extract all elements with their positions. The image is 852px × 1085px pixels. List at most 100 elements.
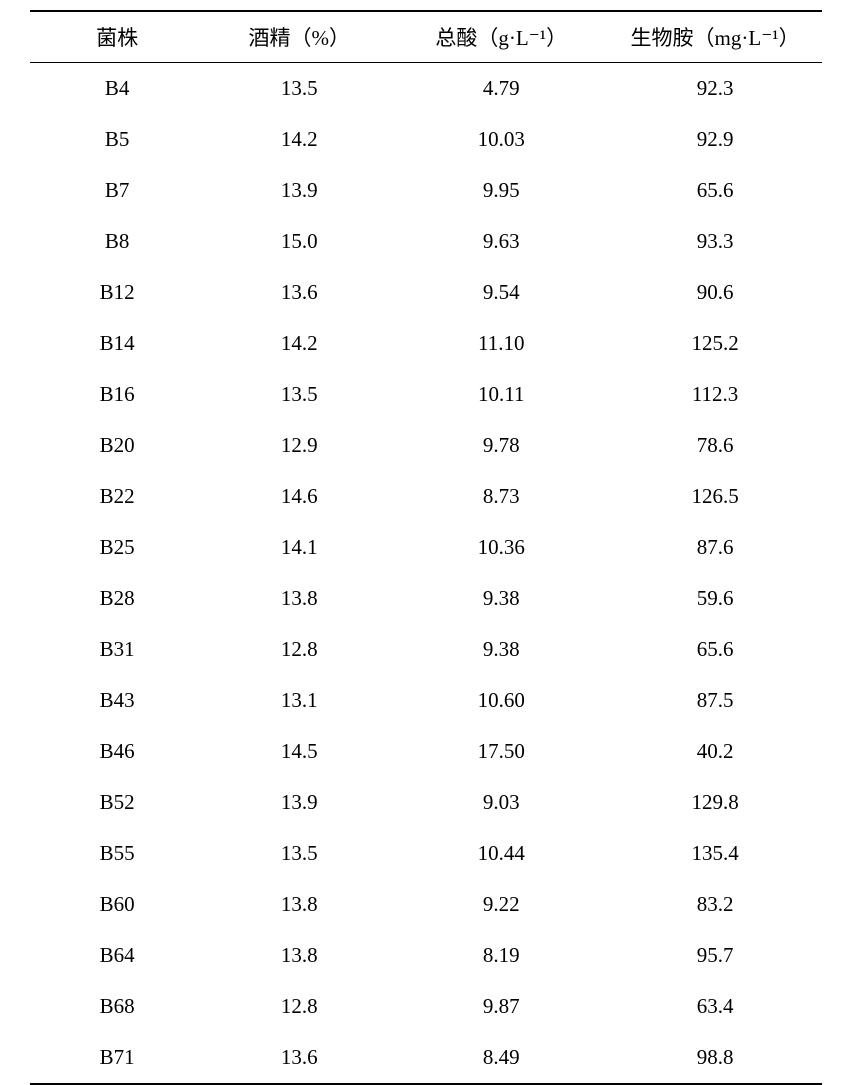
table-cell: 9.78: [394, 420, 608, 471]
table-cell: 98.8: [608, 1032, 822, 1084]
table-cell: B28: [30, 573, 204, 624]
data-table: 菌株 酒精（%） 总酸（g·L⁻¹） 生物胺（mg·L⁻¹） B413.54.7…: [30, 10, 822, 1085]
table-row: B1613.510.11112.3: [30, 369, 822, 420]
table-cell: 13.1: [204, 675, 394, 726]
table-cell: 14.2: [204, 318, 394, 369]
table-cell: B46: [30, 726, 204, 777]
table-row: B1414.211.10125.2: [30, 318, 822, 369]
table-cell: B71: [30, 1032, 204, 1084]
table-row: B713.99.9565.6: [30, 165, 822, 216]
table-cell: B55: [30, 828, 204, 879]
table-cell: 92.9: [608, 114, 822, 165]
table-row: B2813.89.3859.6: [30, 573, 822, 624]
table-cell: 13.8: [204, 930, 394, 981]
table-cell: 135.4: [608, 828, 822, 879]
table-cell: 9.87: [394, 981, 608, 1032]
table-cell: 83.2: [608, 879, 822, 930]
table-cell: 14.5: [204, 726, 394, 777]
table-cell: B20: [30, 420, 204, 471]
table-cell: B22: [30, 471, 204, 522]
table-cell: 93.3: [608, 216, 822, 267]
table-cell: 9.63: [394, 216, 608, 267]
table-row: B7113.68.4998.8: [30, 1032, 822, 1084]
table-cell: B64: [30, 930, 204, 981]
table-cell: 13.5: [204, 63, 394, 115]
table-cell: B68: [30, 981, 204, 1032]
table-cell: 9.22: [394, 879, 608, 930]
table-cell: 78.6: [608, 420, 822, 471]
column-header-strain: 菌株: [30, 11, 204, 63]
table-cell: 13.8: [204, 879, 394, 930]
table-cell: 8.49: [394, 1032, 608, 1084]
table-row: B2514.110.3687.6: [30, 522, 822, 573]
table-cell: B8: [30, 216, 204, 267]
table-cell: 95.7: [608, 930, 822, 981]
table-cell: 8.19: [394, 930, 608, 981]
table-row: B4313.110.6087.5: [30, 675, 822, 726]
table-row: B2012.99.7878.6: [30, 420, 822, 471]
table-cell: 12.8: [204, 981, 394, 1032]
table-row: B5213.99.03129.8: [30, 777, 822, 828]
table-cell: 65.6: [608, 165, 822, 216]
table-cell: 40.2: [608, 726, 822, 777]
table-row: B413.54.7992.3: [30, 63, 822, 115]
table-cell: 63.4: [608, 981, 822, 1032]
table-cell: 87.6: [608, 522, 822, 573]
table-row: B6013.89.2283.2: [30, 879, 822, 930]
table-row: B1213.69.5490.6: [30, 267, 822, 318]
table-cell: 59.6: [608, 573, 822, 624]
table-cell: B31: [30, 624, 204, 675]
table-cell: 14.2: [204, 114, 394, 165]
table-cell: 8.73: [394, 471, 608, 522]
table-cell: 17.50: [394, 726, 608, 777]
table-cell: 10.11: [394, 369, 608, 420]
table-cell: 13.6: [204, 267, 394, 318]
table-cell: 92.3: [608, 63, 822, 115]
table-cell: 11.10: [394, 318, 608, 369]
table-row: B6413.88.1995.7: [30, 930, 822, 981]
table-header-row: 菌株 酒精（%） 总酸（g·L⁻¹） 生物胺（mg·L⁻¹）: [30, 11, 822, 63]
table-cell: 14.1: [204, 522, 394, 573]
table-row: B4614.517.5040.2: [30, 726, 822, 777]
table-row: B514.210.0392.9: [30, 114, 822, 165]
table-cell: B25: [30, 522, 204, 573]
table-cell: 10.36: [394, 522, 608, 573]
table-cell: 13.8: [204, 573, 394, 624]
column-header-total-acid: 总酸（g·L⁻¹）: [394, 11, 608, 63]
table-cell: 14.6: [204, 471, 394, 522]
table-cell: 87.5: [608, 675, 822, 726]
table-cell: B4: [30, 63, 204, 115]
table-cell: 9.38: [394, 624, 608, 675]
table-cell: 9.54: [394, 267, 608, 318]
column-header-biogenic-amine: 生物胺（mg·L⁻¹）: [608, 11, 822, 63]
table-row: B2214.68.73126.5: [30, 471, 822, 522]
table-cell: B7: [30, 165, 204, 216]
table-cell: 10.44: [394, 828, 608, 879]
table-cell: 90.6: [608, 267, 822, 318]
table-cell: 129.8: [608, 777, 822, 828]
table-cell: B14: [30, 318, 204, 369]
table-cell: 13.5: [204, 828, 394, 879]
table-cell: 10.03: [394, 114, 608, 165]
table-cell: 13.5: [204, 369, 394, 420]
table-cell: 9.95: [394, 165, 608, 216]
table-cell: 9.38: [394, 573, 608, 624]
table-cell: B43: [30, 675, 204, 726]
table-row: B815.09.6393.3: [30, 216, 822, 267]
table-cell: B60: [30, 879, 204, 930]
table-cell: B52: [30, 777, 204, 828]
table-row: B3112.89.3865.6: [30, 624, 822, 675]
table-cell: 13.6: [204, 1032, 394, 1084]
table-cell: 65.6: [608, 624, 822, 675]
table-cell: 12.8: [204, 624, 394, 675]
table-cell: B5: [30, 114, 204, 165]
table-cell: 126.5: [608, 471, 822, 522]
table-cell: 12.9: [204, 420, 394, 471]
table-row: B5513.510.44135.4: [30, 828, 822, 879]
table-cell: 9.03: [394, 777, 608, 828]
table-cell: 112.3: [608, 369, 822, 420]
table-cell: 15.0: [204, 216, 394, 267]
table-body: B413.54.7992.3B514.210.0392.9B713.99.956…: [30, 63, 822, 1085]
table-cell: B12: [30, 267, 204, 318]
table-cell: 125.2: [608, 318, 822, 369]
